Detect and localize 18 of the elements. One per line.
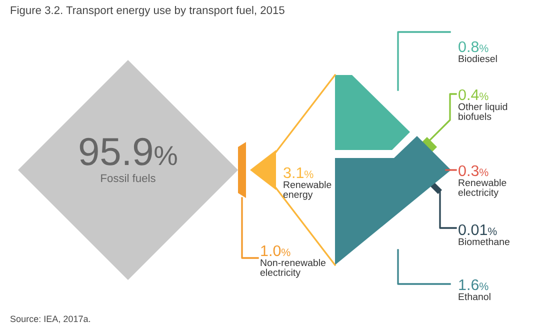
data-label: 3.1% (284, 167, 314, 178)
source-note: Source: IEA, 2017a. (10, 316, 90, 324)
data-label: 0.8% (458, 41, 488, 52)
category-label: Renewable energy (283, 181, 332, 200)
data-label: 0.4% (458, 89, 488, 100)
data-label: 0.01% (458, 224, 497, 236)
data-label: 1.0% (261, 245, 290, 256)
category-label: Biomethane (458, 238, 510, 246)
category-label: Biodiesel (458, 55, 497, 62)
data-label: 1.6% (459, 279, 488, 290)
category-label: Fossil fuels (101, 174, 156, 182)
data-label: 0.3% (458, 165, 488, 176)
category-label: Non-renewable electricity (260, 259, 326, 278)
data-label: 95.9% (80, 138, 177, 166)
category-label: Other liquid biofuels (458, 103, 508, 120)
category-label: Renewable electricity (458, 179, 506, 198)
category-label: Ethanol (458, 293, 490, 300)
text: Figure 3.2. Transport energy use by transport fuel, 2015 (10, 6, 284, 16)
